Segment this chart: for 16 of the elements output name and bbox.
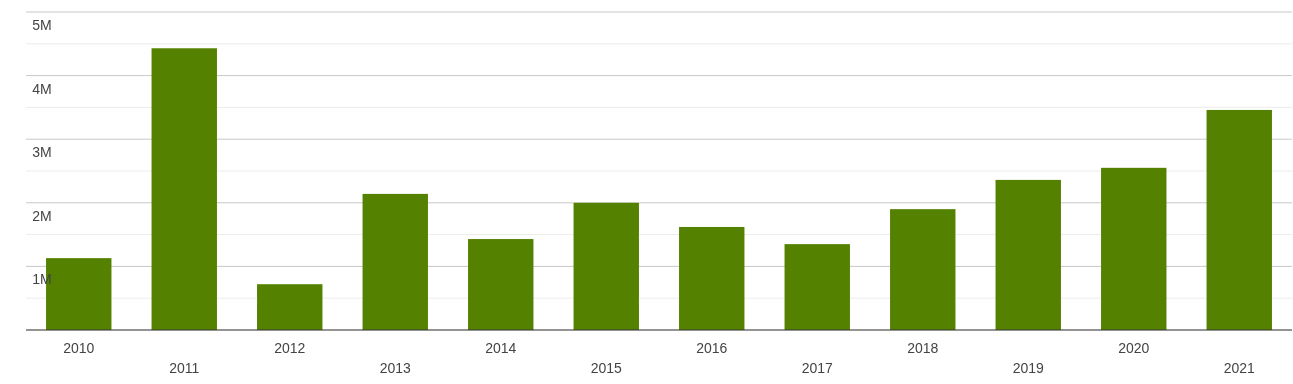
x-tick-label: 2011 xyxy=(169,360,200,376)
x-tick-label: 2016 xyxy=(696,340,728,356)
x-tick-label: 2020 xyxy=(1118,340,1150,356)
x-tick-label: 2014 xyxy=(485,340,517,356)
y-tick-label: 5M xyxy=(32,17,52,33)
y-tick-label: 2M xyxy=(32,207,52,224)
y-tick-label: 4M xyxy=(32,80,52,97)
x-tick-label: 2017 xyxy=(801,360,834,376)
x-tick-label: 2021 xyxy=(1223,360,1256,376)
x-tick-label: 2019 xyxy=(1012,360,1045,376)
x-tick-label: 2013 xyxy=(379,360,412,376)
x-tick-label: 2012 xyxy=(274,340,306,356)
x-tick-label: 2010 xyxy=(63,340,95,356)
x-tick-label: 2018 xyxy=(907,340,939,356)
x-tick-label: 2015 xyxy=(590,360,623,376)
y-tick-label: 3M xyxy=(32,144,52,161)
